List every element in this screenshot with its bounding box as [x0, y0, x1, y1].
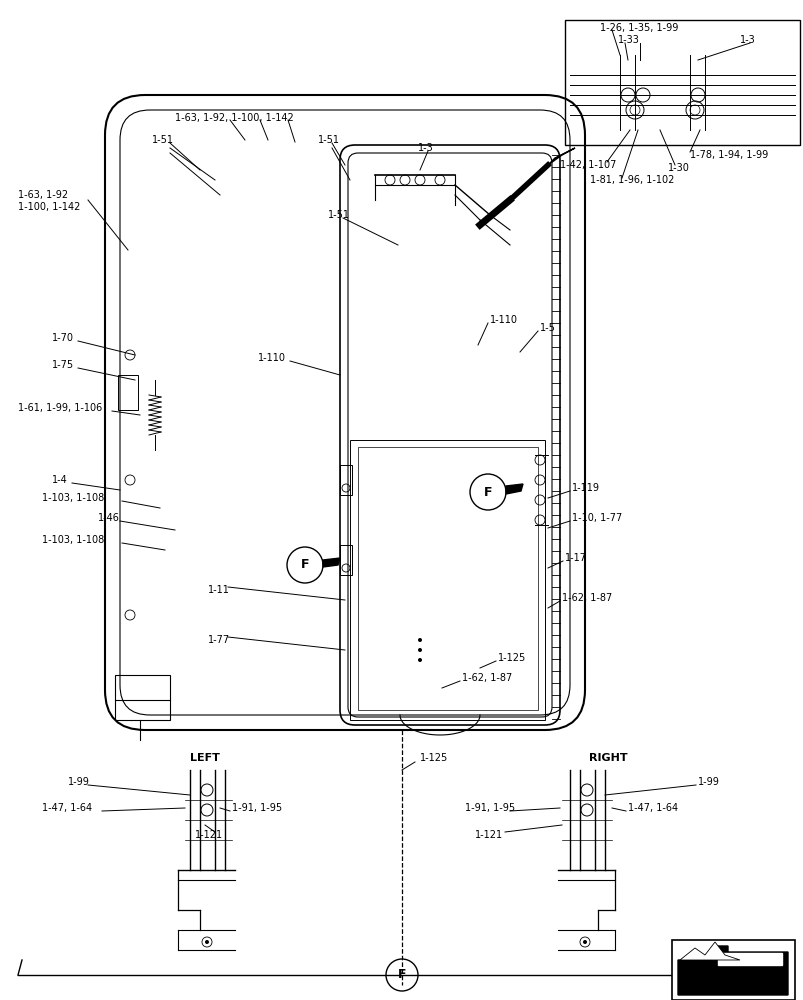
- Text: 1-26, 1-35, 1-99: 1-26, 1-35, 1-99: [599, 23, 678, 33]
- Text: 1-47, 1-64: 1-47, 1-64: [42, 803, 92, 813]
- Circle shape: [418, 638, 422, 642]
- Bar: [349, 440, 544, 720]
- Text: F: F: [483, 486, 491, 498]
- Text: 1-119: 1-119: [571, 483, 599, 493]
- Circle shape: [205, 940, 209, 944]
- Text: 1-100, 1-142: 1-100, 1-142: [18, 202, 80, 212]
- Bar: [118, 375, 138, 410]
- Text: 1-81, 1-96, 1-102: 1-81, 1-96, 1-102: [589, 175, 674, 185]
- Text: 1-103, 1-108: 1-103, 1-108: [42, 535, 104, 545]
- Text: 1-103, 1-108: 1-103, 1-108: [42, 493, 104, 503]
- Text: 1-17: 1-17: [565, 553, 586, 563]
- Bar: [671, 940, 794, 1000]
- Bar: [565, 20, 799, 145]
- Text: 1-51: 1-51: [318, 135, 340, 145]
- Bar: [340, 465, 352, 495]
- Polygon shape: [548, 148, 574, 165]
- Polygon shape: [505, 484, 522, 494]
- Text: 1-5: 1-5: [540, 323, 555, 333]
- Polygon shape: [717, 953, 781, 965]
- Text: 1-75: 1-75: [52, 360, 74, 370]
- Text: 1-51: 1-51: [152, 135, 173, 145]
- Polygon shape: [679, 942, 739, 960]
- Text: 1-63, 1-92, 1-100, 1-142: 1-63, 1-92, 1-100, 1-142: [175, 113, 293, 123]
- Text: 1-70: 1-70: [52, 333, 74, 343]
- Text: 1-91, 1-95: 1-91, 1-95: [464, 803, 515, 813]
- Text: 1-110: 1-110: [258, 353, 286, 363]
- Text: 1-46: 1-46: [98, 513, 120, 523]
- Circle shape: [418, 658, 422, 662]
- Text: 1-47, 1-64: 1-47, 1-64: [627, 803, 677, 813]
- Text: 1-78, 1-94, 1-99: 1-78, 1-94, 1-99: [689, 150, 768, 160]
- Text: 1-99: 1-99: [68, 777, 90, 787]
- Text: F: F: [397, 968, 406, 981]
- Text: 1-51: 1-51: [328, 210, 349, 220]
- Polygon shape: [323, 558, 340, 567]
- Circle shape: [582, 940, 586, 944]
- Text: LEFT: LEFT: [190, 753, 220, 763]
- Text: 1-3: 1-3: [739, 35, 755, 45]
- Text: 1-33: 1-33: [618, 35, 639, 45]
- Text: F: F: [300, 558, 309, 572]
- Text: RIGHT: RIGHT: [588, 753, 626, 763]
- Text: 1-62, 1-87: 1-62, 1-87: [462, 673, 512, 683]
- Text: 1-61, 1-99, 1-106: 1-61, 1-99, 1-106: [18, 403, 102, 413]
- Text: 1-30: 1-30: [667, 163, 689, 173]
- Text: 1-3: 1-3: [418, 143, 433, 153]
- Text: 1-121: 1-121: [475, 830, 503, 840]
- Text: 1-4: 1-4: [52, 475, 67, 485]
- Text: 1-77: 1-77: [208, 635, 230, 645]
- Bar: [357, 447, 537, 710]
- Text: 1-42, 1-107: 1-42, 1-107: [560, 160, 616, 170]
- Text: 1-110: 1-110: [489, 315, 517, 325]
- Text: 1-11: 1-11: [208, 585, 230, 595]
- Text: 1-125: 1-125: [419, 753, 448, 763]
- Text: 1-10, 1-77: 1-10, 1-77: [571, 513, 622, 523]
- Text: 1-125: 1-125: [497, 653, 526, 663]
- Text: 1-99: 1-99: [697, 777, 719, 787]
- Text: 1-62, 1-87: 1-62, 1-87: [561, 593, 612, 603]
- Text: 1-91, 1-95: 1-91, 1-95: [232, 803, 282, 813]
- Text: 1-63, 1-92: 1-63, 1-92: [18, 190, 68, 200]
- Bar: [115, 675, 169, 720]
- Text: 1-121: 1-121: [195, 830, 223, 840]
- Polygon shape: [677, 946, 787, 995]
- Bar: [340, 545, 352, 575]
- Circle shape: [418, 648, 422, 652]
